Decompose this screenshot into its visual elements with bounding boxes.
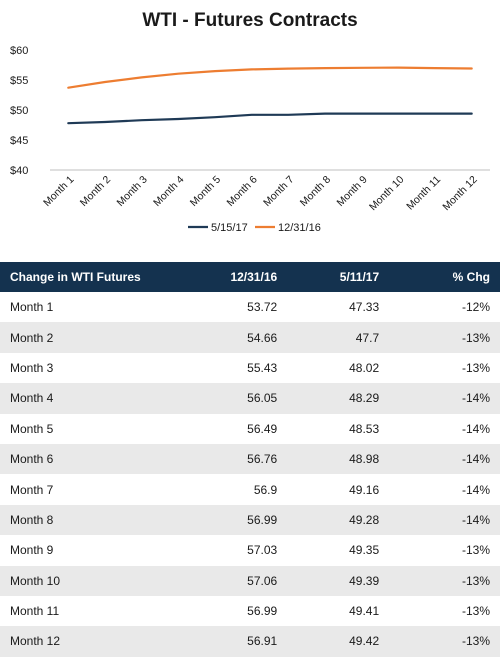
table-row: Month 9 57.03 49.35 -13% bbox=[0, 535, 500, 565]
value-may-11: 47.7 bbox=[287, 322, 390, 353]
value-may-11: 49.35 bbox=[349, 543, 380, 558]
table-row: Month 10 57.06 49.39 -13% bbox=[0, 565, 500, 596]
row-label: Month 4 bbox=[0, 383, 184, 414]
x-tick-label: Month 7 bbox=[261, 174, 296, 209]
pct-change: -13% bbox=[389, 565, 500, 596]
x-tick-label: Month 4 bbox=[151, 174, 186, 209]
chart-title: WTI - Futures Contracts bbox=[142, 10, 358, 31]
pct-change: -13% bbox=[461, 543, 490, 558]
row-label: Month 12 bbox=[0, 626, 184, 657]
y-tick-label: $45 bbox=[10, 135, 28, 147]
x-tick-label: Month 12 bbox=[440, 174, 480, 214]
y-tick-label: $50 bbox=[10, 105, 28, 117]
table-row: Month 8 56.99 49.28 -14% bbox=[0, 504, 500, 536]
table-row: Month 7 56.9 49.16 -14% bbox=[0, 474, 500, 504]
table-row: Month 6 56.76 48.98 -14% bbox=[0, 443, 500, 475]
y-tick-label: $55 bbox=[10, 75, 28, 87]
pct-change: -13% bbox=[461, 604, 490, 619]
header-may-11: 5/11/17 bbox=[287, 262, 390, 292]
legend-label: 5/15/17 bbox=[211, 222, 248, 234]
table-row: Month 2 54.66 47.7 -13% bbox=[0, 322, 500, 353]
value-may-11: 48.02 bbox=[349, 360, 380, 375]
value-may-11: 49.42 bbox=[287, 626, 390, 657]
row-label: Month 3 bbox=[10, 360, 54, 375]
value-dec-31: 53.72 bbox=[247, 300, 278, 315]
table-row: Month 1 53.72 47.33 -12% bbox=[0, 292, 500, 322]
value-dec-31: 56.91 bbox=[183, 626, 288, 657]
pct-change: -12% bbox=[461, 300, 490, 315]
value-dec-31: 55.43 bbox=[247, 360, 278, 375]
x-tick-label: Month 6 bbox=[224, 174, 259, 209]
row-label: Month 11 bbox=[10, 604, 60, 619]
value-dec-31: 54.66 bbox=[183, 322, 288, 353]
row-label: Month 1 bbox=[10, 300, 54, 315]
value-dec-31: 56.49 bbox=[247, 421, 278, 436]
table-header-row: Change in WTI Futures 12/31/16 5/11/17 %… bbox=[0, 262, 500, 292]
x-tick-label: Month 3 bbox=[114, 174, 149, 209]
value-dec-31: 56.05 bbox=[183, 383, 288, 414]
value-dec-31: 56.99 bbox=[183, 504, 288, 536]
row-label: Month 6 bbox=[0, 443, 184, 475]
pct-change: -13% bbox=[389, 322, 500, 353]
futures-table: Change in WTI Futures 12/31/16 5/11/17 %… bbox=[0, 262, 500, 657]
row-label: Month 9 bbox=[10, 543, 54, 558]
value-dec-31: 56.9 bbox=[253, 482, 278, 497]
value-dec-31: 57.06 bbox=[183, 565, 288, 596]
series-line-1 bbox=[67, 66, 473, 89]
pct-change: -14% bbox=[461, 421, 490, 436]
y-tick-label: $40 bbox=[10, 165, 28, 177]
pct-change: -14% bbox=[389, 504, 500, 536]
header-change: Change in WTI Futures bbox=[0, 262, 184, 292]
x-tick-label: Month 8 bbox=[298, 174, 333, 209]
row-label: Month 10 bbox=[0, 565, 184, 596]
legend-label: 12/31/16 bbox=[278, 222, 321, 234]
table-row: Month 12 56.91 49.42 -13% bbox=[0, 626, 500, 657]
table-row: Month 11 56.99 49.41 -13% bbox=[0, 596, 500, 626]
value-may-11: 48.29 bbox=[287, 383, 390, 414]
header-pct-chg: % Chg bbox=[389, 262, 500, 292]
value-may-11: 48.98 bbox=[287, 443, 390, 475]
header-dec-31: 12/31/16 bbox=[183, 262, 288, 292]
x-tick-label: Month 9 bbox=[334, 174, 369, 209]
table-row: Month 3 55.43 48.02 -13% bbox=[0, 353, 500, 383]
value-dec-31: 57.03 bbox=[247, 543, 278, 558]
pct-change: -14% bbox=[389, 383, 500, 414]
pct-change: -13% bbox=[389, 626, 500, 657]
row-label: Month 2 bbox=[0, 322, 184, 353]
x-tick-label: Month 2 bbox=[78, 174, 113, 209]
row-label: Month 7 bbox=[10, 482, 54, 497]
value-dec-31: 56.76 bbox=[183, 443, 288, 475]
value-may-11: 47.33 bbox=[349, 300, 380, 315]
value-may-11: 49.41 bbox=[349, 604, 380, 619]
row-label: Month 8 bbox=[0, 504, 184, 536]
x-tick-label: Month 10 bbox=[367, 174, 407, 214]
table-row: Month 4 56.05 48.29 -14% bbox=[0, 383, 500, 414]
pct-change: -14% bbox=[461, 482, 490, 497]
pct-change: -14% bbox=[389, 443, 500, 475]
value-may-11: 49.28 bbox=[287, 504, 390, 536]
value-may-11: 48.53 bbox=[349, 421, 380, 436]
table-body: Month 1 53.72 47.33 -12% Month 2 54.66 47.7 -13… bbox=[0, 292, 500, 657]
pct-change: -13% bbox=[461, 360, 490, 375]
value-may-11: 49.16 bbox=[349, 482, 380, 497]
x-tick-label: Month 1 bbox=[41, 174, 76, 209]
x-tick-label: Month 5 bbox=[188, 174, 223, 209]
value-dec-31: 56.99 bbox=[247, 604, 278, 619]
table-row: Month 5 56.49 48.53 -14% bbox=[0, 414, 500, 444]
value-may-11: 49.39 bbox=[287, 565, 390, 596]
y-tick-label: $60 bbox=[10, 45, 28, 57]
series-line-0 bbox=[67, 112, 473, 125]
x-tick-label: Month 11 bbox=[404, 174, 443, 213]
row-label: Month 5 bbox=[10, 421, 54, 436]
